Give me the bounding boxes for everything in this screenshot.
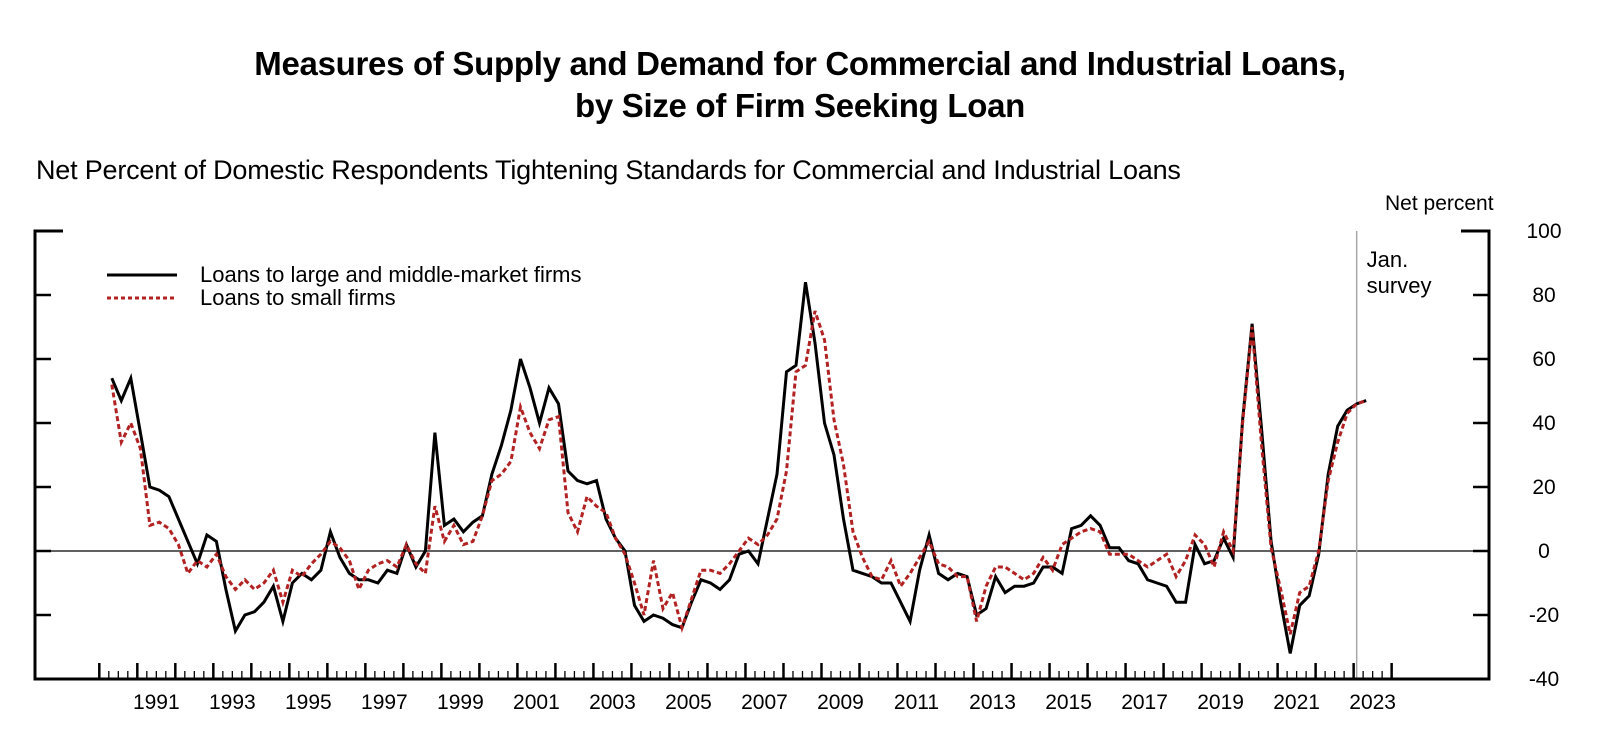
x-tick-label: 2021 [1273, 691, 1320, 714]
annotation-text-line-2: survey [1367, 273, 1432, 298]
legend: Loans to large and middle-market firms L… [107, 262, 582, 310]
x-tick-label: 2009 [817, 691, 864, 714]
x-tick-label: 2011 [894, 691, 939, 714]
y-tick-label: 80 [1532, 284, 1555, 307]
y-tick-label: 20 [1532, 476, 1555, 499]
chart-title-line-1: Measures of Supply and Demand for Commer… [254, 45, 1346, 82]
x-tick-label: 1991 [133, 691, 180, 714]
series-line-large-firms [110, 281, 1367, 654]
jan-survey-annotation: Jan. survey [1367, 247, 1432, 298]
x-tick-label: 1993 [209, 691, 256, 714]
series-lines [110, 281, 1367, 654]
x-tick-label: 1995 [285, 691, 332, 714]
x-tick-label: 2017 [1121, 691, 1168, 714]
y-axis-ticks: 100 80 60 40 20 0 -20 -40 [35, 220, 1562, 691]
y-tick-label: 100 [1526, 220, 1561, 243]
x-tick-label: 1997 [361, 691, 408, 714]
x-tick-label: 2023 [1349, 691, 1396, 714]
x-tick-label: 2001 [513, 691, 560, 714]
legend-label-small-firms: Loans to small firms [200, 285, 396, 310]
legend-label-large-firms: Loans to large and middle-market firms [200, 262, 582, 287]
y-tick-label: 0 [1538, 540, 1550, 563]
x-tick-label: 2015 [1045, 691, 1092, 714]
x-tick-label: 2005 [665, 691, 712, 714]
y-tick-label: 60 [1532, 348, 1555, 371]
x-tick-label: 2007 [741, 691, 788, 714]
series-line-small-firms [110, 310, 1367, 635]
y-tick-label: 40 [1532, 412, 1555, 435]
y-axis-label: Net percent [1385, 192, 1494, 215]
x-tick-label: 2013 [969, 691, 1016, 714]
x-tick-label: 2019 [1197, 691, 1244, 714]
y-tick-label: -20 [1529, 604, 1559, 627]
x-tick-label: 2003 [589, 691, 636, 714]
annotation-text-line-1: Jan. [1367, 247, 1409, 272]
x-axis-ticks: 1991 1993 1995 1997 1999 2001 2003 2005 2007 2009… [98, 663, 1396, 714]
x-tick-label: 1999 [437, 691, 484, 714]
y-tick-label: -40 [1529, 668, 1559, 691]
chart-title-line-2: by Size of Firm Seeking Loan [574, 87, 1026, 124]
chart-subtitle: Net Percent of Domestic Respondents Tigh… [36, 155, 1181, 185]
